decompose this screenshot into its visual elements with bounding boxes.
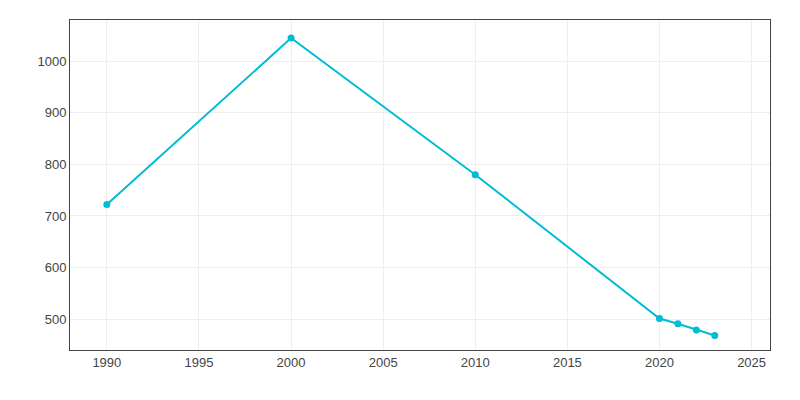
svg-text:600: 600 [45,260,67,275]
svg-text:2015: 2015 [553,355,582,370]
svg-text:2020: 2020 [645,355,674,370]
svg-text:2010: 2010 [461,355,490,370]
svg-text:1995: 1995 [184,355,213,370]
svg-text:2000: 2000 [277,355,306,370]
svg-text:2005: 2005 [369,355,398,370]
svg-text:700: 700 [45,208,67,223]
svg-text:2025: 2025 [737,355,766,370]
svg-text:900: 900 [45,105,67,120]
svg-text:1000: 1000 [37,54,66,69]
svg-text:1990: 1990 [92,355,121,370]
svg-text:800: 800 [45,157,67,172]
svg-text:500: 500 [45,312,67,327]
